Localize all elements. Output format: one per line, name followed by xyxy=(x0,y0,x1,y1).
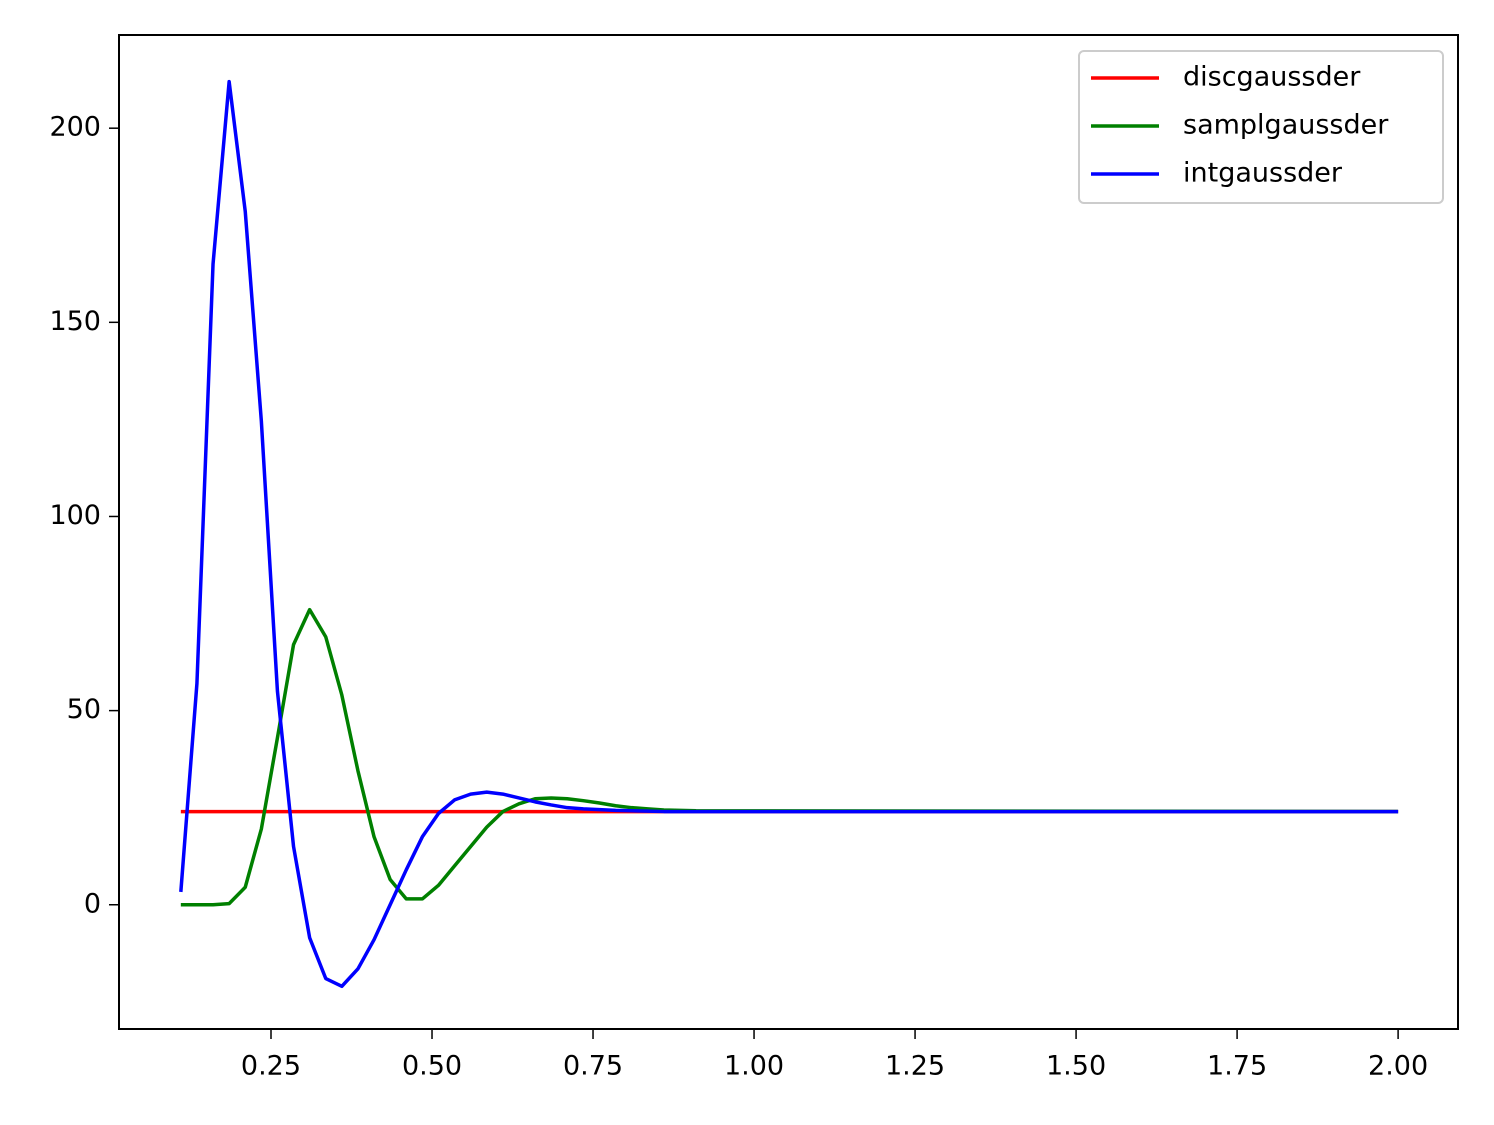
x-tick-label: 1.75 xyxy=(1207,1051,1267,1082)
x-tick-label: 1.00 xyxy=(724,1051,784,1082)
legend-label: discgaussder xyxy=(1183,62,1361,93)
x-tick-label: 2.00 xyxy=(1368,1051,1428,1082)
y-tick-label: 0 xyxy=(84,888,101,919)
x-tick-label: 1.50 xyxy=(1046,1051,1106,1082)
x-tick-label: 0.50 xyxy=(402,1051,462,1082)
legend-label: samplgaussder xyxy=(1183,110,1389,141)
y-tick-label: 150 xyxy=(49,306,101,337)
y-tick-label: 50 xyxy=(67,694,101,725)
x-tick-label: 0.75 xyxy=(563,1051,623,1082)
x-tick-label: 1.25 xyxy=(885,1051,945,1082)
legend-label: intgaussder xyxy=(1183,158,1343,189)
y-tick-label: 100 xyxy=(49,500,101,531)
x-tick-label: 0.25 xyxy=(241,1051,301,1082)
legend-box xyxy=(1078,50,1444,204)
data-line xyxy=(180,607,1399,907)
y-tick-label: 200 xyxy=(49,112,101,143)
plot-frame xyxy=(118,34,1459,1030)
data-line xyxy=(179,79,1399,989)
